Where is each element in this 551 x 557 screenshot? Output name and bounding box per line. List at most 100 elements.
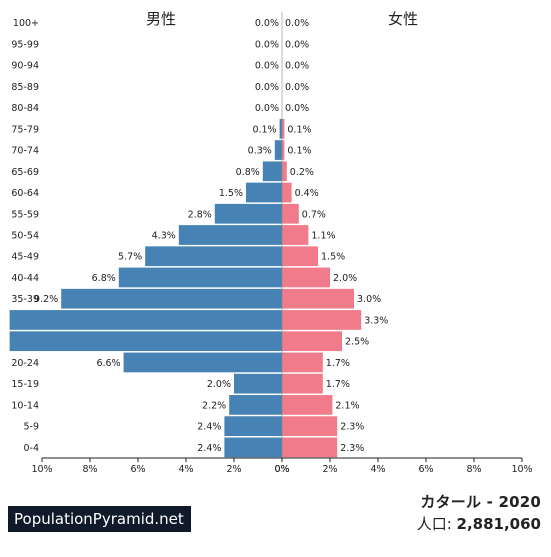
female-value-label: 0.4% (295, 188, 319, 199)
female-bar (282, 437, 338, 458)
female-value-label: 0.1% (287, 146, 311, 157)
x-tick-label: 0% (274, 464, 289, 475)
male-bar (9, 310, 282, 330)
male-bar (274, 140, 282, 160)
brand-badge[interactable]: PopulationPyramid.net (8, 506, 191, 532)
x-tick-label: 6% (418, 464, 433, 475)
male-value-label: 0.3% (248, 146, 272, 157)
age-group-label: 0-4 (23, 443, 39, 454)
female-bar (282, 140, 285, 160)
x-tick-label: 10% (511, 464, 532, 475)
male-bar (123, 352, 282, 373)
female-value-label: 1.7% (326, 379, 350, 390)
female-bar (282, 288, 354, 309)
population-pyramid-chart: 100+ 0.0% 0.0% 95-99 0.0% 0.0% 90-94 0.0% 0.0% 85… (9, 12, 533, 475)
male-bar (246, 182, 282, 203)
male-value-label: 1.5% (219, 188, 243, 199)
female-value-label: 3.0% (357, 294, 381, 305)
chart-title: カタール - 2020 (417, 491, 541, 512)
female-value-label: 0.0% (285, 18, 309, 29)
male-value-label: 4.3% (152, 231, 176, 242)
male-value-label: 0.1% (252, 124, 276, 135)
female-bar (282, 331, 342, 352)
female-bar (282, 352, 323, 373)
female-value-label: 1.1% (311, 231, 335, 242)
male-value-label: 5.7% (118, 252, 142, 263)
age-group-label: 15-19 (11, 379, 39, 390)
age-group-label: 40-44 (11, 273, 39, 284)
male-bar (229, 395, 282, 415)
male-value-label: 6.6% (96, 358, 120, 369)
female-bar (282, 267, 330, 288)
female-value-label: 1.7% (326, 358, 350, 369)
female-bar (282, 373, 323, 394)
x-tick-label: 6% (130, 464, 145, 475)
population-line: 人口: 2,881,060 (417, 513, 541, 534)
male-value-label: 2.4% (197, 422, 221, 433)
male-value-label: 2.4% (197, 443, 221, 454)
male-bar (61, 288, 283, 309)
x-tick-label: 10% (31, 464, 52, 475)
male-bar (178, 225, 282, 245)
female-value-label: 2.1% (335, 400, 359, 411)
male-bar (214, 203, 282, 224)
female-bar (282, 416, 338, 437)
age-group-label: 75-79 (11, 124, 39, 135)
age-group-label: 90-94 (11, 61, 39, 72)
age-group-label: 5-9 (23, 422, 39, 433)
female-bar (282, 161, 287, 182)
x-tick-label: 8% (466, 464, 481, 475)
female-value-label: 0.0% (285, 103, 309, 114)
female-value-label: 0.2% (290, 167, 314, 178)
age-group-label: 85-89 (11, 82, 39, 93)
male-bar (262, 161, 282, 182)
female-value-label: 0.0% (285, 61, 309, 72)
female-bar (282, 182, 292, 203)
age-group-label: 55-59 (11, 209, 39, 220)
male-value-label: 0.8% (236, 167, 260, 178)
x-tick-label: 8% (82, 464, 97, 475)
x-tick-label: 2% (322, 464, 337, 475)
x-tick-label: 0% (274, 464, 289, 475)
male-label: 男性 (146, 10, 177, 28)
year: 2020 (498, 493, 541, 511)
age-group-label: 35-39 (11, 294, 39, 305)
male-bar (145, 246, 282, 267)
female-label: 女性 (388, 10, 419, 28)
male-bar (279, 118, 282, 139)
x-tick-label: 2% (226, 464, 241, 475)
female-value-label: 0.0% (285, 39, 309, 50)
male-bar (118, 267, 282, 288)
female-value-label: 1.5% (321, 252, 345, 263)
male-value-label: 2.2% (202, 400, 226, 411)
female-value-label: 3.3% (364, 315, 388, 326)
female-value-label: 2.0% (333, 273, 357, 284)
country-name: カタール (420, 493, 482, 511)
male-value-label: 9.2% (34, 294, 58, 305)
male-bar (224, 416, 282, 437)
age-group-label: 65-69 (11, 167, 39, 178)
title-separator: - (481, 493, 499, 511)
male-bar (224, 437, 282, 458)
female-value-label: 0.0% (285, 82, 309, 93)
male-bar (9, 331, 282, 352)
female-bar (282, 225, 309, 245)
female-value-label: 0.1% (287, 124, 311, 135)
x-tick-label: 4% (370, 464, 385, 475)
age-group-label: 45-49 (11, 252, 39, 263)
female-bar (282, 310, 362, 330)
male-value-label: 0.0% (255, 61, 279, 72)
male-bar (234, 373, 282, 394)
age-group-label: 50-54 (11, 231, 39, 242)
female-value-label: 2.3% (340, 443, 364, 454)
x-tick-label: 4% (178, 464, 193, 475)
male-value-label: 6.8% (92, 273, 116, 284)
female-value-label: 2.5% (345, 337, 369, 348)
age-group-label: 10-14 (11, 400, 39, 411)
female-bar (282, 118, 285, 139)
age-group-label: 60-64 (11, 188, 39, 199)
age-group-label: 95-99 (11, 39, 39, 50)
male-value-label: 0.0% (255, 18, 279, 29)
female-bar (282, 246, 318, 267)
male-value-label: 0.0% (255, 39, 279, 50)
